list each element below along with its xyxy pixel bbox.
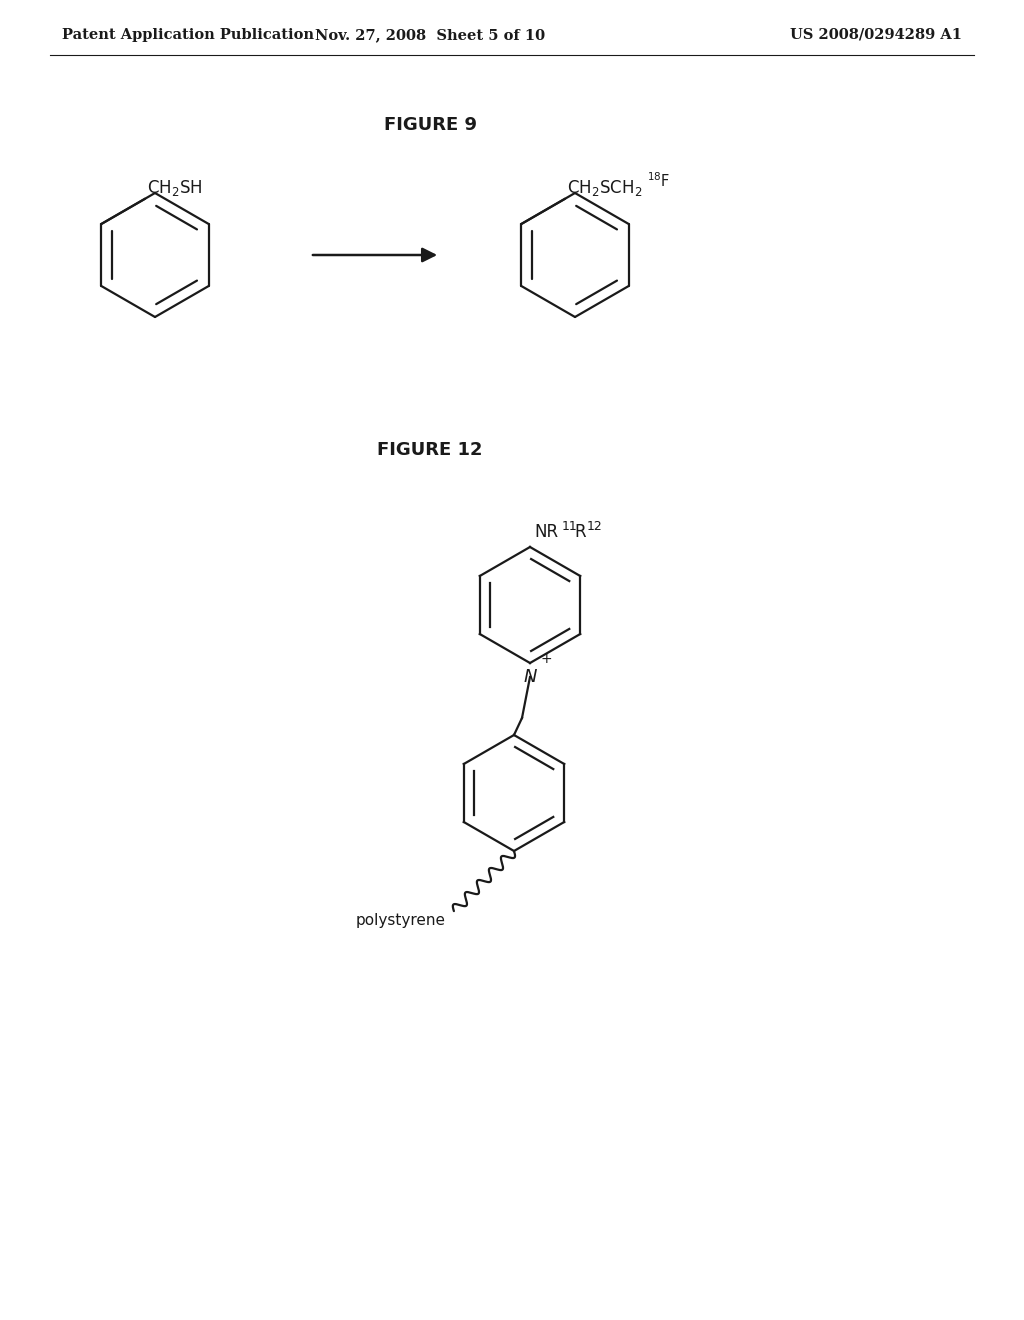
Text: N: N bbox=[523, 668, 537, 686]
Text: CH$_2$SCH$_2$: CH$_2$SCH$_2$ bbox=[566, 178, 642, 198]
Text: Nov. 27, 2008  Sheet 5 of 10: Nov. 27, 2008 Sheet 5 of 10 bbox=[315, 28, 545, 42]
Text: 12: 12 bbox=[587, 520, 603, 533]
Text: FIGURE 12: FIGURE 12 bbox=[377, 441, 482, 459]
Text: $^{18}$F: $^{18}$F bbox=[646, 172, 670, 190]
Text: NR: NR bbox=[534, 523, 558, 541]
Text: 11: 11 bbox=[562, 520, 578, 533]
Text: FIGURE 9: FIGURE 9 bbox=[384, 116, 476, 135]
Text: US 2008/0294289 A1: US 2008/0294289 A1 bbox=[790, 28, 962, 42]
Text: +: + bbox=[541, 652, 553, 667]
Text: polystyrene: polystyrene bbox=[356, 913, 445, 928]
Text: Patent Application Publication: Patent Application Publication bbox=[62, 28, 314, 42]
Text: CH$_2$SH: CH$_2$SH bbox=[146, 178, 202, 198]
Text: R: R bbox=[574, 523, 586, 541]
